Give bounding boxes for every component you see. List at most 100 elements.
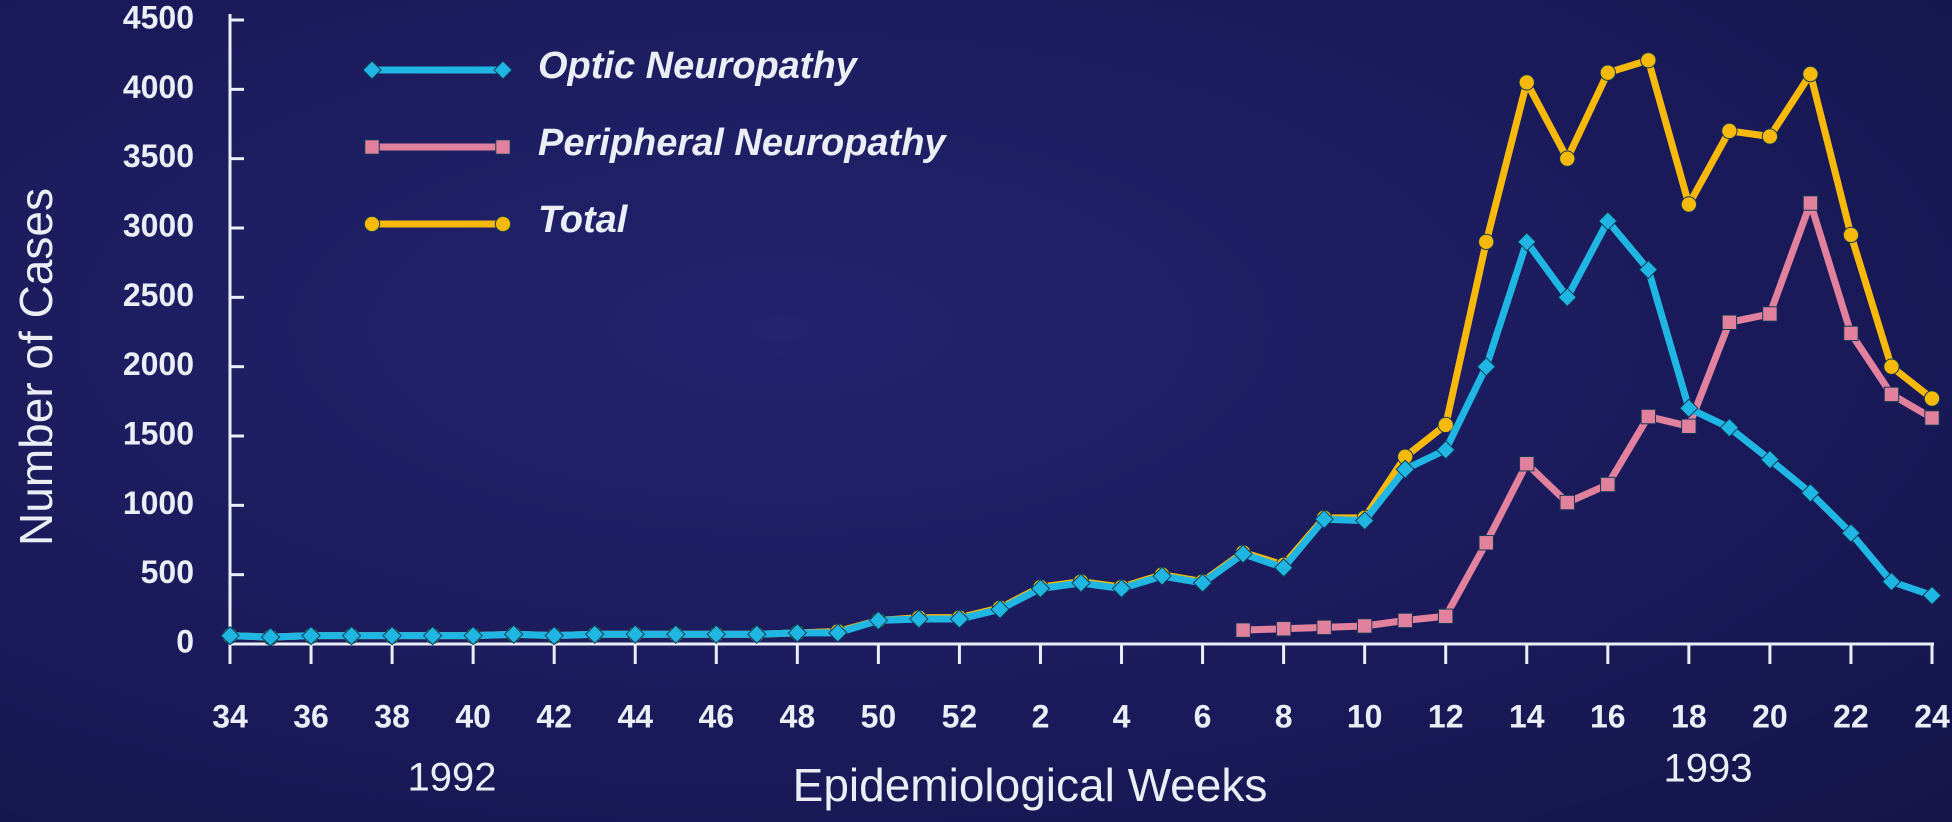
point xyxy=(1397,612,1413,629)
point xyxy=(1519,456,1535,472)
x-tick-label: 16 xyxy=(1590,698,1626,734)
point xyxy=(1476,356,1496,377)
y-tick-label: 1500 xyxy=(123,415,194,451)
point xyxy=(1760,449,1780,470)
point xyxy=(1721,314,1738,330)
point xyxy=(1111,578,1132,599)
legend-label: Total xyxy=(538,199,629,241)
y-tick-label: 4500 xyxy=(123,0,194,35)
legend-marker xyxy=(362,60,382,80)
point xyxy=(463,625,483,646)
y-tick-label: 2500 xyxy=(123,277,194,313)
point xyxy=(625,624,645,645)
x-tick-label: 52 xyxy=(942,698,978,734)
point xyxy=(1152,566,1172,586)
y-tick-label: 0 xyxy=(176,623,194,659)
point xyxy=(1436,440,1456,460)
x-tick-label: 48 xyxy=(780,698,816,734)
point xyxy=(503,624,524,645)
point xyxy=(1559,494,1575,511)
point xyxy=(1314,509,1334,529)
point xyxy=(1761,128,1779,145)
point xyxy=(1071,573,1091,593)
point xyxy=(1802,195,1819,211)
point xyxy=(828,623,848,643)
x-tick-label: 34 xyxy=(212,698,248,734)
point xyxy=(1438,608,1454,624)
point xyxy=(868,610,889,631)
point xyxy=(382,625,402,646)
point xyxy=(990,599,1010,620)
legend-marker xyxy=(494,215,512,233)
y-tick-label: 3500 xyxy=(123,138,194,174)
point xyxy=(1518,74,1535,91)
point xyxy=(544,625,564,646)
point xyxy=(341,625,362,646)
x-tick-label: 40 xyxy=(455,698,491,734)
point xyxy=(1235,622,1251,638)
point xyxy=(1800,483,1821,503)
x-tick-label: 22 xyxy=(1833,698,1869,734)
x-tick-label: 2 xyxy=(1032,698,1050,734)
legend-label: Peripheral Neuropathy xyxy=(538,122,947,164)
point xyxy=(1640,52,1657,69)
point xyxy=(1883,386,1900,403)
point xyxy=(1600,476,1616,493)
point xyxy=(1680,196,1698,213)
point xyxy=(1517,232,1537,252)
point xyxy=(1559,150,1576,167)
x-tick-label: 24 xyxy=(1914,698,1950,734)
point xyxy=(1557,287,1577,308)
point xyxy=(1599,64,1616,81)
point xyxy=(1924,410,1940,426)
point xyxy=(1762,306,1778,322)
point xyxy=(1192,573,1213,593)
x-tick-label: 14 xyxy=(1509,698,1545,734)
point xyxy=(585,624,605,645)
legend-marker xyxy=(364,139,380,155)
point xyxy=(1802,65,1819,83)
x-tick-label: 8 xyxy=(1275,698,1293,734)
point xyxy=(1233,544,1253,564)
point xyxy=(1030,578,1051,599)
point xyxy=(1598,211,1618,231)
point xyxy=(220,625,240,646)
legend-marker xyxy=(495,139,511,155)
point xyxy=(787,623,808,643)
y-tick-label: 2000 xyxy=(123,346,194,382)
x-tick-label: 38 xyxy=(374,698,410,734)
point xyxy=(1842,226,1860,244)
point xyxy=(1638,259,1659,280)
x-tick-label: 50 xyxy=(861,698,897,734)
point xyxy=(1395,459,1415,479)
y-tick-label: 3000 xyxy=(123,207,194,243)
y-tick-label: 500 xyxy=(141,554,194,590)
legend-marker xyxy=(493,60,513,80)
point xyxy=(1640,408,1657,425)
point xyxy=(1922,585,1942,606)
point xyxy=(1478,233,1495,251)
point xyxy=(1354,510,1375,531)
point xyxy=(747,624,767,645)
point xyxy=(1273,558,1294,578)
point xyxy=(422,625,443,646)
year-label: 1992 xyxy=(408,756,497,800)
point xyxy=(706,624,726,645)
x-tick-label: 46 xyxy=(698,698,734,734)
x-tick-label: 6 xyxy=(1194,698,1212,734)
point xyxy=(1356,618,1373,634)
point xyxy=(1721,122,1738,140)
point xyxy=(1841,523,1861,543)
y-tick-label: 1000 xyxy=(123,485,194,521)
point xyxy=(1883,358,1900,375)
y-axis-label: Number of Cases xyxy=(10,188,62,546)
point xyxy=(666,624,686,645)
legend-label: Optic Neuropathy xyxy=(538,45,859,87)
point xyxy=(301,625,321,646)
point xyxy=(1275,621,1292,637)
point xyxy=(260,627,281,647)
point xyxy=(1437,416,1454,434)
x-tick-label: 18 xyxy=(1671,698,1707,734)
